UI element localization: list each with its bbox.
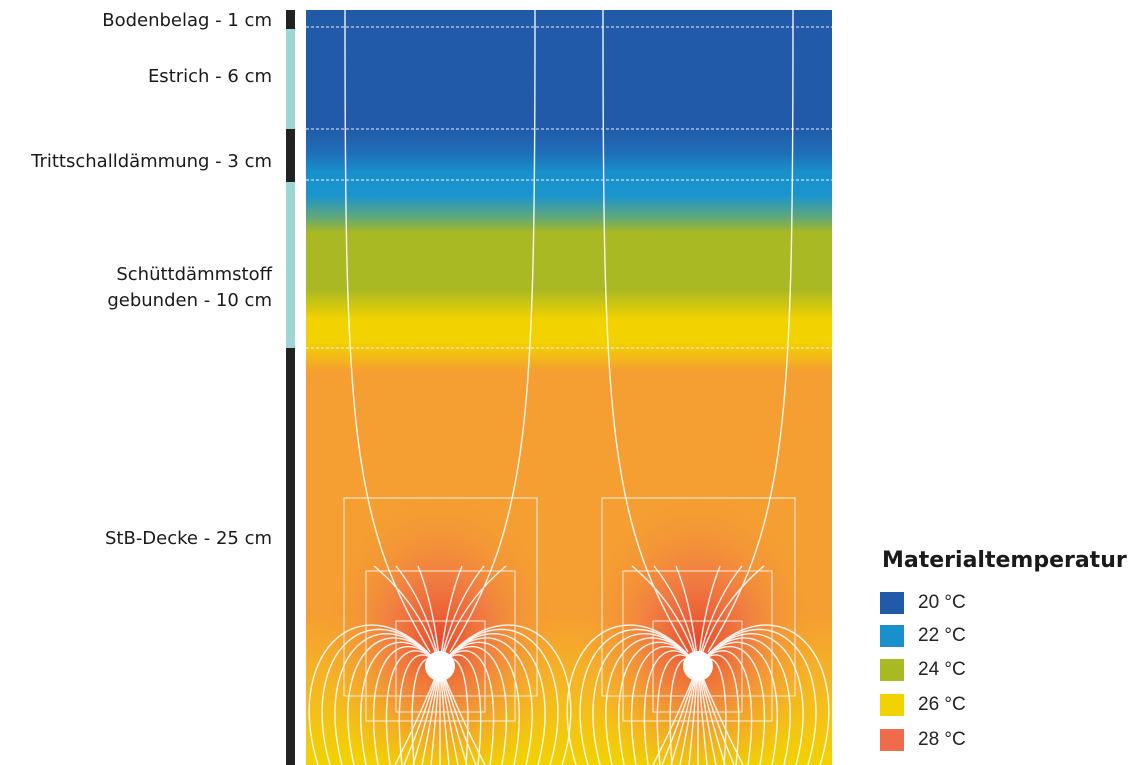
legend-label: 24 °C xyxy=(918,659,966,680)
flux-line xyxy=(697,633,804,765)
legend-label: 22 °C xyxy=(918,625,966,646)
flux-line xyxy=(321,628,441,765)
legend-item-28: 28 °C xyxy=(880,729,966,751)
legend-swatch xyxy=(880,659,904,681)
flux-line xyxy=(566,624,699,765)
flux-line xyxy=(334,633,441,765)
flux-line xyxy=(602,10,689,653)
flux-line xyxy=(344,10,431,653)
flux-line xyxy=(308,624,441,765)
flux-line xyxy=(605,637,699,765)
layer-label-schuettdaemmstoff: Schüttdämmstoff gebunden - 10 cm xyxy=(107,264,272,311)
flux-line xyxy=(449,10,536,653)
flux-line xyxy=(439,633,546,765)
flux-line xyxy=(697,628,817,765)
legend-label: 26 °C xyxy=(918,694,966,715)
flux-line xyxy=(347,637,441,765)
heating-pipe-left xyxy=(425,651,455,681)
layer-label-bodenbelag: Bodenbelag - 1 cm xyxy=(102,10,272,31)
legend-swatch xyxy=(880,625,904,647)
flux-line xyxy=(579,628,699,765)
legend-swatch xyxy=(880,592,904,614)
flux-line xyxy=(697,624,830,765)
layer-label-stb-decke: StB-Decke - 25 cm xyxy=(104,528,272,549)
legend-swatch xyxy=(880,729,904,751)
layer-label-trittschalldaemmung: Trittschalldämmung - 3 cm xyxy=(31,151,272,172)
legend-label: 28 °C xyxy=(918,729,966,750)
legend-item-26: 26 °C xyxy=(880,694,966,716)
layer-label-estrich: Estrich - 6 cm xyxy=(147,66,272,87)
flux-line xyxy=(439,624,572,765)
flux-line xyxy=(439,628,559,765)
legend-item-20: 20 °C xyxy=(880,592,966,614)
legend-item-24: 24 °C xyxy=(880,659,966,681)
flux-line xyxy=(439,637,533,765)
heating-pipe-right xyxy=(683,651,713,681)
legend-title: Materialtemperatur xyxy=(882,548,1127,573)
layer-scale-bar xyxy=(286,10,295,765)
flux-line xyxy=(707,10,794,653)
legend-item-22: 22 °C xyxy=(880,625,966,647)
legend-swatch xyxy=(880,694,904,716)
flux-line xyxy=(592,633,699,765)
legend-label: 20 °C xyxy=(918,592,966,613)
flux-line xyxy=(697,637,791,765)
